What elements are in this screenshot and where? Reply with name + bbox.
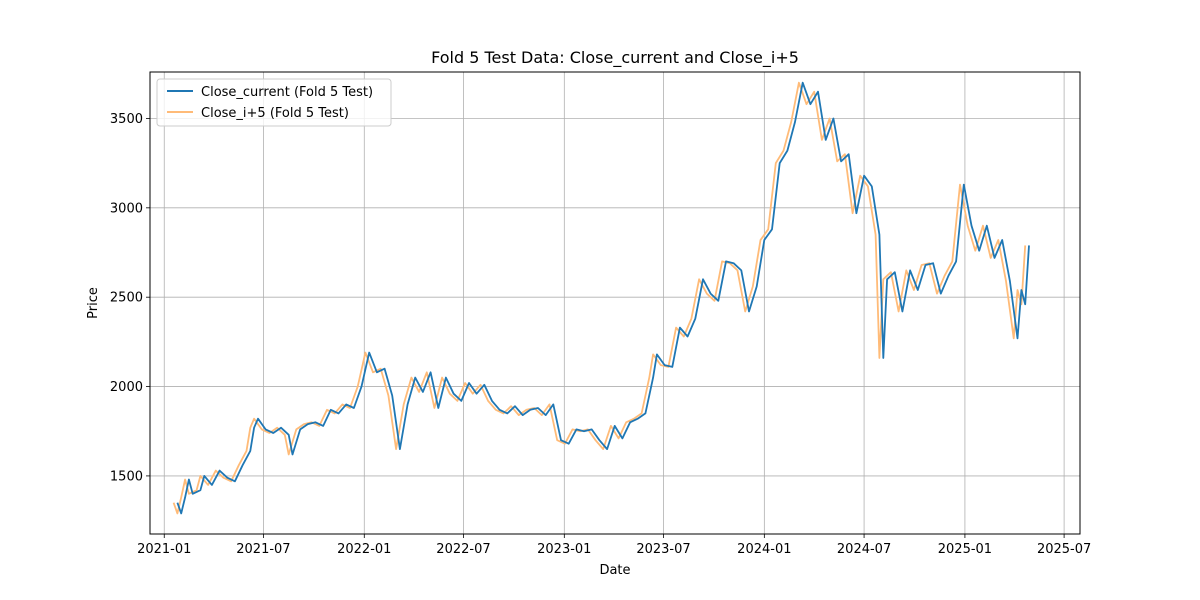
x-tick-label: 2025-01 [938, 542, 992, 557]
x-tick-label: 2025-07 [1037, 542, 1091, 557]
x-tick-label: 2023-07 [636, 542, 690, 557]
y-tick-label: 3500 [110, 112, 143, 127]
x-tick-label: 2024-01 [737, 542, 791, 557]
series-line-close-i5 [172, 81, 1027, 515]
y-axis: 1500 2000 2500 3000 3500 [110, 112, 150, 484]
series-lines [172, 81, 1030, 515]
grid [150, 72, 1080, 534]
x-tick-label: 2022-07 [436, 542, 490, 557]
x-axis: 2021-01 2021-07 2022-01 2022-07 2023-01 2023-… [137, 534, 1091, 557]
x-axis-label: Date [599, 563, 630, 578]
chart-title: Fold 5 Test Data: Close_current and Clos… [431, 48, 799, 68]
legend-label-close-i5: Close_i+5 (Fold 5 Test) [201, 106, 349, 121]
plot-frame [149, 71, 1081, 535]
x-tick-label: 2021-01 [137, 542, 191, 557]
legend-label-close-current: Close_current (Fold 5 Test) [201, 85, 373, 100]
y-tick-label: 2000 [110, 380, 143, 395]
y-tick-label: 2500 [110, 291, 143, 306]
series-line-close-current [176, 81, 1030, 515]
x-tick-label: 2021-07 [236, 542, 290, 557]
y-tick-label: 1500 [110, 469, 143, 484]
x-tick-label: 2023-01 [537, 542, 591, 557]
legend: Close_current (Fold 5 Test) Close_i+5 (F… [156, 78, 392, 127]
x-tick-label: 2022-01 [337, 542, 391, 557]
x-tick-label: 2024-07 [837, 542, 891, 557]
legend-box [156, 78, 392, 127]
y-tick-label: 3000 [110, 201, 143, 216]
y-axis-label: Price [86, 287, 101, 319]
